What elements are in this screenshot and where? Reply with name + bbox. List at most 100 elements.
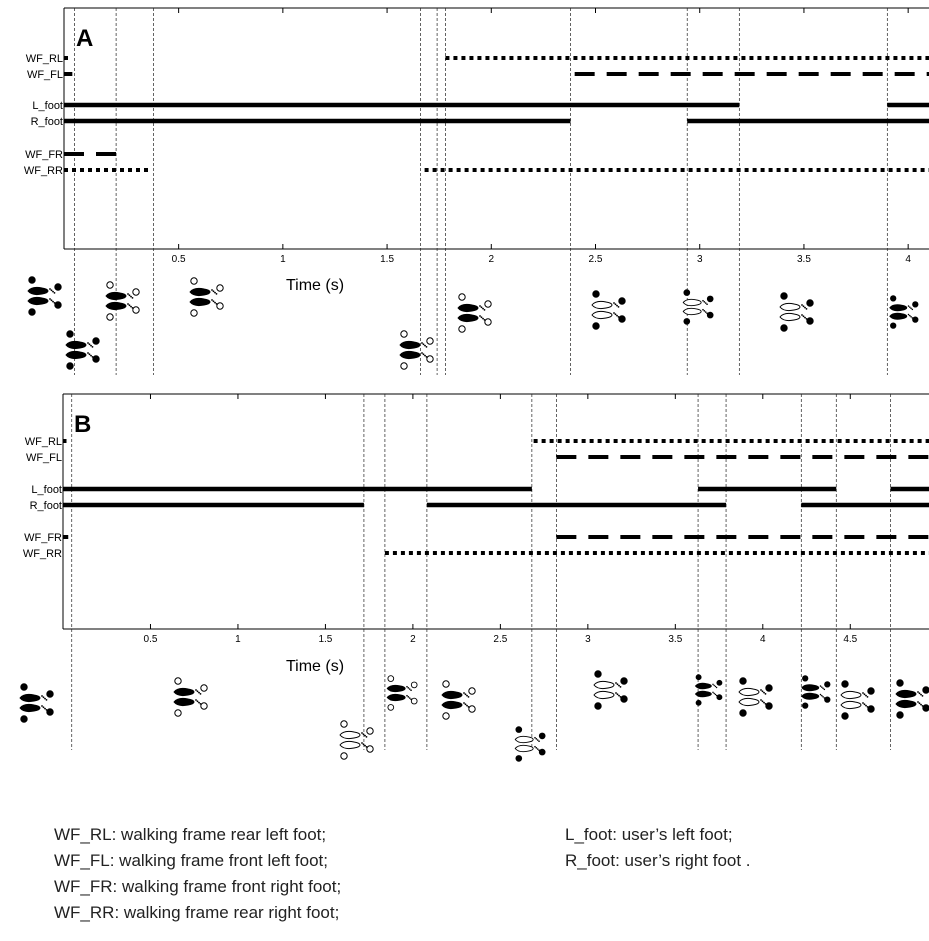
toe-icon [613,302,615,304]
footprint-group [801,675,831,709]
toe-icon [702,308,704,311]
left-foot-icon [694,682,712,690]
frame-foot-icon [890,322,897,329]
toe-icon [463,692,465,694]
frame-foot-icon [54,283,62,291]
toe-icon [920,693,922,696]
toe-icon [760,699,762,701]
toe-icon [616,683,619,686]
series-label: L_foot [31,484,62,496]
footprint-group [173,677,208,717]
x-tick-label: 2.5 [589,254,603,265]
toe-icon [90,344,92,347]
frame-foot-icon [765,702,773,710]
toe-icon [91,346,94,348]
toe-icon [482,317,484,320]
left-foot-icon [801,684,820,692]
toe-icon [365,736,368,738]
frame-foot-icon [458,325,466,333]
frame-foot-icon [890,295,897,302]
frame-foot-icon [46,690,54,698]
frame-foot-icon [912,316,919,323]
frame-foot-icon [594,702,602,710]
frame-foot-icon [538,732,546,740]
x-tick-label: 4.5 [843,634,857,645]
toe-icon [615,682,617,684]
frame-foot-icon [46,708,54,716]
toe-icon [211,299,213,301]
toe-icon [49,298,51,300]
toe-icon [195,689,197,691]
toe-icon [804,316,806,319]
frame-foot-icon [28,276,36,284]
x-axis-label: Time (s) [286,658,344,675]
footprint-group [738,677,773,717]
frame-foot-icon [20,683,28,691]
toe-icon [130,305,132,308]
frame-foot-icon [366,745,374,753]
toe-icon [199,693,202,695]
frame-foot-icon [867,687,875,695]
legend-l-foot: L_foot: user’s left foot; [565,825,733,844]
toe-icon [130,295,132,298]
frame-foot-icon [458,293,466,301]
toe-icon [822,695,824,698]
frame-foot-icon [620,677,628,685]
toe-icon [44,707,46,710]
frame-foot-icon [739,709,747,717]
frame-foot-icon [706,295,714,303]
x-tick-label: 4 [905,254,911,265]
toe-icon [198,691,200,694]
frame-foot-icon [896,711,904,719]
frame-foot-icon [867,705,875,713]
footprint-group [189,277,224,317]
toe-icon [918,702,921,705]
toe-icon [422,353,425,356]
frame-foot-icon [442,712,450,720]
frame-foot-icon [340,720,348,728]
frame-foot-icon [538,748,546,756]
toe-icon [483,309,486,311]
toe-icon [866,696,869,698]
toe-icon [421,342,423,344]
frame-foot-icon [706,311,714,319]
series-label: WF_FR [24,532,62,544]
toe-icon [713,692,715,695]
toe-icon [907,305,910,307]
toe-icon [538,740,540,743]
toe-icon [212,290,215,293]
frame-foot-icon [802,702,809,709]
toe-icon [211,289,213,291]
toe-icon [921,695,924,697]
toe-icon [909,314,911,317]
series-label: R_foot [30,500,62,512]
series-label: R_foot [31,116,63,128]
right-foot-icon [399,350,421,360]
frame-foot-icon [620,695,628,703]
toe-icon [911,308,914,311]
toe-icon [196,700,199,703]
frame-foot-icon [66,330,74,338]
frame-foot-icon [922,704,929,712]
toe-icon [918,692,921,695]
legend-left: WF_RL: walking frame rear left foot; WF_… [54,822,341,926]
right-foot-icon [105,301,127,311]
toe-icon [714,685,717,688]
toe-icon [408,697,411,699]
footprint-group [105,281,140,321]
series-label: WF_FL [27,69,63,81]
toe-icon [801,314,803,316]
left-foot-icon [889,304,908,312]
toe-icon [618,694,620,697]
x-tick-label: 3 [585,634,591,645]
left-foot-icon [19,693,41,703]
frame-foot-icon [92,355,100,363]
footprint-group [779,292,814,332]
left-foot-icon [591,300,613,310]
toe-icon [619,686,622,688]
footprint-group [19,683,54,723]
toe-icon [44,697,46,700]
toe-icon [535,738,538,740]
toe-icon [424,354,426,357]
toe-icon [42,706,45,709]
